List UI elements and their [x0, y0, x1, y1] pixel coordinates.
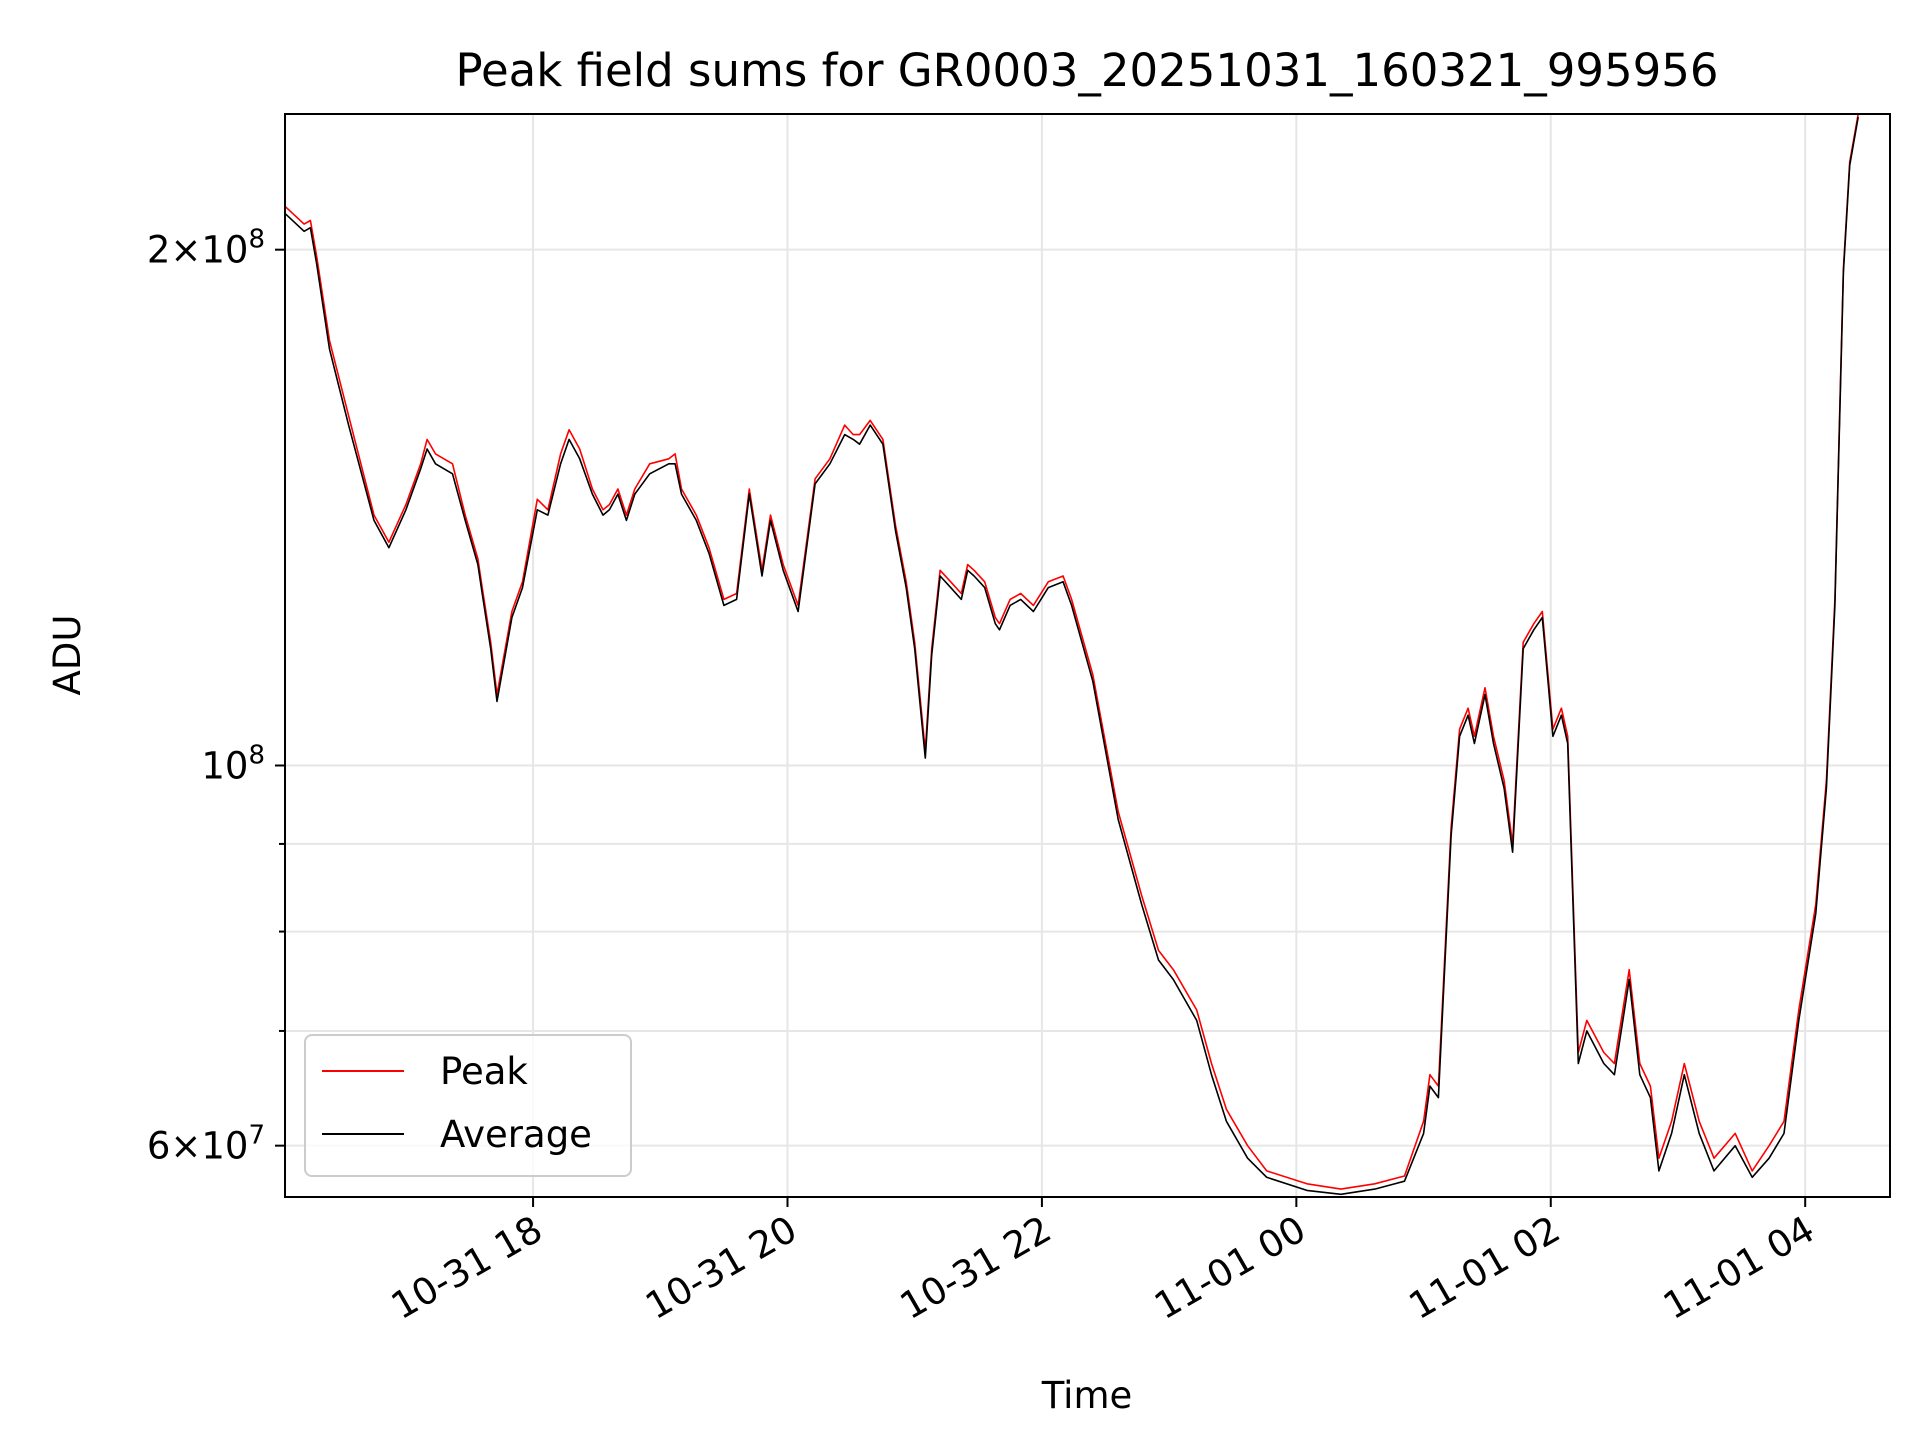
series-layer	[285, 114, 1859, 1196]
y-tick-base: 10	[201, 745, 248, 788]
y-tick-label: 6×107	[147, 1121, 265, 1168]
y-tick-label: 2×108	[147, 225, 265, 272]
y-tick-exponent: 8	[248, 741, 265, 771]
x-axis-title: Time	[1041, 1374, 1133, 1417]
grid	[285, 114, 1890, 1197]
legend-label-average: Average	[440, 1113, 592, 1156]
chart-title: Peak field sums for GR0003_20251031_1603…	[455, 44, 1718, 97]
y-tick-label: 108	[201, 741, 265, 788]
y-axis-title: ADU	[46, 615, 89, 696]
y-tick-exponent: 7	[248, 1121, 265, 1151]
y-tick-base: 2×10	[147, 229, 249, 272]
legend-label-peak: Peak	[440, 1050, 528, 1093]
series-line-peak	[285, 114, 1859, 1190]
y-tick-base: 6×10	[147, 1125, 249, 1168]
y-tick-exponent: 8	[248, 225, 265, 255]
plot-frame	[284, 113, 1891, 1198]
legend: Peak Average	[304, 1034, 632, 1177]
series-line-average	[285, 116, 1859, 1196]
